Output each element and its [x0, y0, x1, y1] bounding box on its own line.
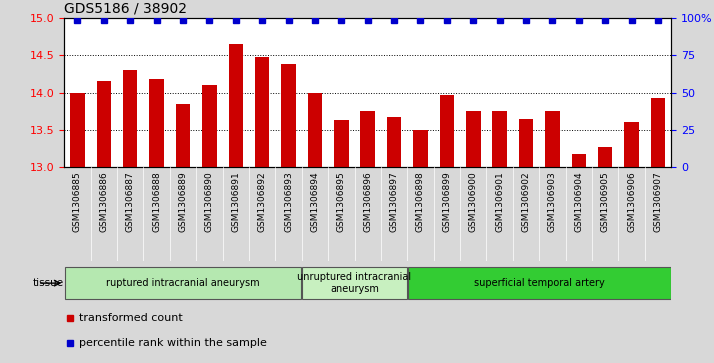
Bar: [176, 104, 190, 167]
Bar: [571, 154, 586, 167]
Bar: [70, 93, 85, 167]
Bar: [308, 93, 322, 167]
Bar: [545, 111, 560, 167]
Text: superficial temporal artery: superficial temporal artery: [474, 278, 605, 288]
FancyBboxPatch shape: [65, 267, 301, 299]
Bar: [96, 81, 111, 167]
Bar: [387, 117, 401, 167]
Bar: [440, 95, 454, 167]
Bar: [650, 98, 665, 167]
Text: GSM1306896: GSM1306896: [363, 172, 372, 232]
FancyBboxPatch shape: [408, 267, 670, 299]
Bar: [202, 85, 216, 167]
Bar: [519, 119, 533, 167]
Bar: [281, 64, 296, 167]
Text: GSM1306897: GSM1306897: [390, 172, 398, 232]
Text: GSM1306889: GSM1306889: [178, 172, 188, 232]
Bar: [255, 57, 269, 167]
Text: GSM1306907: GSM1306907: [653, 172, 663, 232]
Bar: [123, 70, 138, 167]
Text: transformed count: transformed count: [79, 313, 183, 323]
Text: GSM1306899: GSM1306899: [443, 172, 451, 232]
Text: GSM1306903: GSM1306903: [548, 172, 557, 232]
Text: GSM1306905: GSM1306905: [600, 172, 610, 232]
Text: percentile rank within the sample: percentile rank within the sample: [79, 338, 267, 348]
Bar: [493, 111, 507, 167]
Text: GSM1306886: GSM1306886: [99, 172, 109, 232]
Text: GDS5186 / 38902: GDS5186 / 38902: [64, 1, 187, 16]
Text: unruptured intracranial
aneurysm: unruptured intracranial aneurysm: [298, 272, 411, 294]
Bar: [361, 111, 375, 167]
Bar: [413, 130, 428, 167]
FancyBboxPatch shape: [302, 267, 407, 299]
Text: tissue: tissue: [33, 278, 64, 288]
Bar: [624, 122, 639, 167]
Bar: [228, 44, 243, 167]
Text: GSM1306902: GSM1306902: [521, 172, 531, 232]
Bar: [598, 147, 613, 167]
Text: GSM1306898: GSM1306898: [416, 172, 425, 232]
Text: GSM1306893: GSM1306893: [284, 172, 293, 232]
Bar: [334, 120, 348, 167]
Text: GSM1306895: GSM1306895: [337, 172, 346, 232]
Text: GSM1306891: GSM1306891: [231, 172, 241, 232]
Text: GSM1306904: GSM1306904: [574, 172, 583, 232]
Bar: [149, 79, 164, 167]
Text: GSM1306885: GSM1306885: [73, 172, 82, 232]
Text: GSM1306900: GSM1306900: [469, 172, 478, 232]
Text: GSM1306892: GSM1306892: [258, 172, 266, 232]
Text: GSM1306901: GSM1306901: [495, 172, 504, 232]
Text: GSM1306888: GSM1306888: [152, 172, 161, 232]
Text: GSM1306890: GSM1306890: [205, 172, 214, 232]
Text: ruptured intracranial aneurysm: ruptured intracranial aneurysm: [106, 278, 260, 288]
Bar: [466, 111, 481, 167]
Text: GSM1306887: GSM1306887: [126, 172, 135, 232]
Text: GSM1306894: GSM1306894: [311, 172, 319, 232]
Text: GSM1306906: GSM1306906: [627, 172, 636, 232]
